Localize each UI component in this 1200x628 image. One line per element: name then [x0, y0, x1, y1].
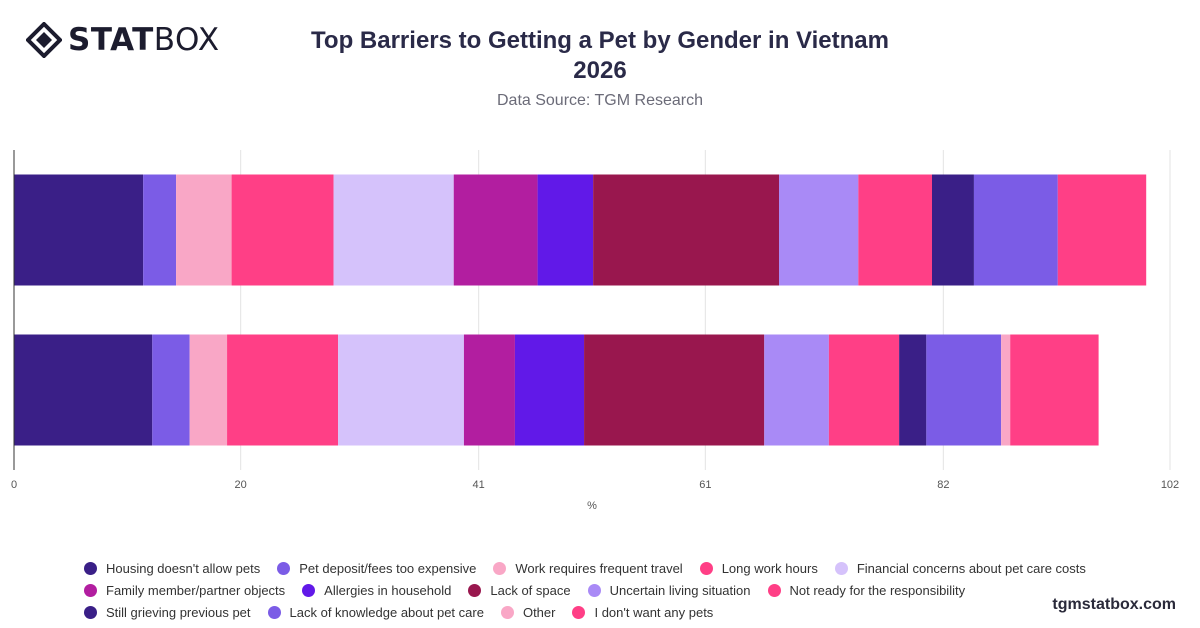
legend-row: Family member/partner objects Allergies i…	[84, 579, 1084, 601]
legend-label: Housing doesn't allow pets	[106, 560, 261, 576]
legend-row: Still grieving previous pet Lack of knowl…	[84, 601, 1084, 623]
legend-swatch-icon	[500, 605, 514, 619]
legend-item[interactable]: Not ready for the responsibility	[767, 582, 966, 598]
legend-swatch-icon	[767, 583, 781, 597]
legend-label: Allergies in household	[324, 582, 452, 598]
bar-segment: Family member/partner objects: 4.5	[463, 334, 515, 446]
logo-wordmark: STATBOX	[68, 21, 220, 58]
bar-segment: Lack of knowledge about pet care: 6.6	[926, 334, 1002, 446]
bar-segment: Not ready for the responsibility: 6.5	[858, 174, 932, 286]
legend-swatch-icon	[468, 583, 482, 597]
bar-segment: Financial concerns about pet care costs:…	[338, 334, 464, 446]
legend-item[interactable]: Uncertain living situation	[587, 582, 751, 598]
x-tick-label: 0	[11, 479, 17, 491]
legend-label: Lack of knowledge about pet care	[289, 604, 484, 620]
bar-segment: Other: 0.8	[1001, 334, 1011, 446]
legend-label: Still grieving previous pet	[106, 604, 251, 620]
legend-item[interactable]: Allergies in household	[302, 583, 451, 598]
bar-segment: Long work hours: 9	[231, 174, 334, 286]
bar-segment: Lack of knowledge about pet care: 7.4	[973, 174, 1058, 286]
legend-swatch-icon	[587, 583, 601, 597]
stacked-bar-chart: 0 20 41 61 82 102 Housing doesn't allow pets: …	[11, 150, 1179, 512]
legend-item[interactable]: I don't want any pets	[572, 605, 713, 620]
bar-segment: Long work hours: 9.8	[227, 334, 339, 446]
bar-segment: I don't want any pets: 7.8	[1057, 174, 1147, 286]
legend-swatch-icon	[834, 561, 848, 575]
bar-segment: Still grieving previous pet: 2.4	[899, 334, 927, 446]
legend-item[interactable]: Family member/partner objects	[84, 583, 285, 598]
legend-swatch-icon	[302, 583, 316, 597]
legend-label: Financial concerns about pet care costs	[856, 560, 1086, 576]
legend-swatch-icon	[572, 605, 586, 619]
legend-item[interactable]: Lack of space	[468, 582, 571, 598]
statbox-diamond-icon	[26, 22, 62, 58]
legend-row: Housing doesn't allow pets Pet deposit/fe…	[84, 557, 1086, 579]
chart-title: Top Barriers to Getting a Pet by Gender …	[300, 26, 900, 86]
bar-segment: Uncertain living situation: 7	[779, 174, 859, 286]
legend-item[interactable]: Lack of knowledge about pet care	[267, 604, 484, 620]
bar-segment: Allergies in household: 4.9	[537, 174, 594, 286]
x-tick-label: 41	[473, 479, 485, 491]
bar-segment: Pet deposit/fees too expensive: 2.9	[143, 174, 177, 286]
chart-subtitle: Data Source: TGM Research	[496, 92, 703, 109]
legend-label: Pet deposit/fees too expensive	[299, 560, 477, 576]
legend-label: Work requires frequent travel	[515, 560, 683, 576]
x-tick-label: 82	[937, 479, 949, 491]
legend-item[interactable]: Work requires frequent travel	[493, 560, 683, 576]
legend-label: I don't want any pets	[594, 604, 714, 620]
bar-segment: Work requires frequent travel: 3.3	[189, 334, 228, 446]
x-axis-label: %	[587, 500, 597, 512]
bar-segment: Uncertain living situation: 5.7	[764, 334, 829, 446]
legend-swatch-icon	[84, 561, 97, 575]
statbox-logo: STATBOX	[26, 22, 220, 58]
bar-segment: Lack of space: 16.4	[593, 174, 779, 286]
legend-item[interactable]: Still grieving previous pet	[84, 605, 251, 620]
legend-label: Family member/partner objects	[106, 582, 286, 598]
legend-label: Long work hours	[721, 560, 818, 576]
legend-swatch-icon	[267, 605, 281, 619]
legend-item[interactable]: Other	[500, 604, 556, 620]
legend-item[interactable]: Long work hours	[699, 560, 818, 576]
bar-segment: Still grieving previous pet: 3.7	[932, 174, 974, 286]
legend-label: Lack of space	[490, 582, 571, 598]
bar-segment: Work requires frequent travel: 4.9	[176, 174, 232, 286]
bar-segment: I don't want any pets: 7.8	[1010, 334, 1099, 446]
bar-segment: Pet deposit/fees too expensive: 3.3	[152, 334, 190, 446]
footer-site-url: tgmstatbox.com	[1052, 596, 1176, 613]
bar-segment: Housing doesn't allow pets: 12.2	[14, 334, 153, 446]
chart-legend: Housing doesn't allow pets Pet deposit/fe…	[84, 557, 1086, 623]
bar-segment: Not ready for the responsibility: 6.2	[828, 334, 900, 446]
legend-label: Other	[522, 604, 556, 620]
legend-item[interactable]: Pet deposit/fees too expensive	[277, 561, 476, 576]
legend-item[interactable]: Housing doesn't allow pets	[84, 561, 260, 576]
x-tick-label: 102	[1161, 479, 1179, 491]
legend-swatch-icon	[699, 561, 713, 575]
bar-segment: Housing doesn't allow pets: 11.4	[14, 174, 144, 286]
chart-title-line-2: 2026	[573, 57, 627, 84]
chart-title-line-1: Top Barriers to Getting a Pet by Gender …	[311, 27, 889, 54]
legend-swatch-icon	[277, 561, 291, 575]
legend-swatch-icon	[493, 561, 507, 575]
x-tick-label: 61	[699, 479, 711, 491]
bar-segment: Family member/partner objects: 7.4	[453, 174, 538, 286]
legend-swatch-icon	[84, 605, 97, 619]
legend-swatch-icon	[84, 583, 97, 597]
bar-segment: Financial concerns about pet care costs:…	[333, 174, 454, 286]
legend-label: Not ready for the responsibility	[789, 582, 966, 598]
legend-label: Uncertain living situation	[609, 582, 751, 598]
bar-segment: Lack of space: 15.9	[584, 334, 765, 446]
x-tick-label: 20	[235, 479, 247, 491]
bar-segment: Allergies in household: 6.1	[514, 334, 585, 446]
legend-item[interactable]: Financial concerns about pet care costs	[834, 560, 1086, 576]
